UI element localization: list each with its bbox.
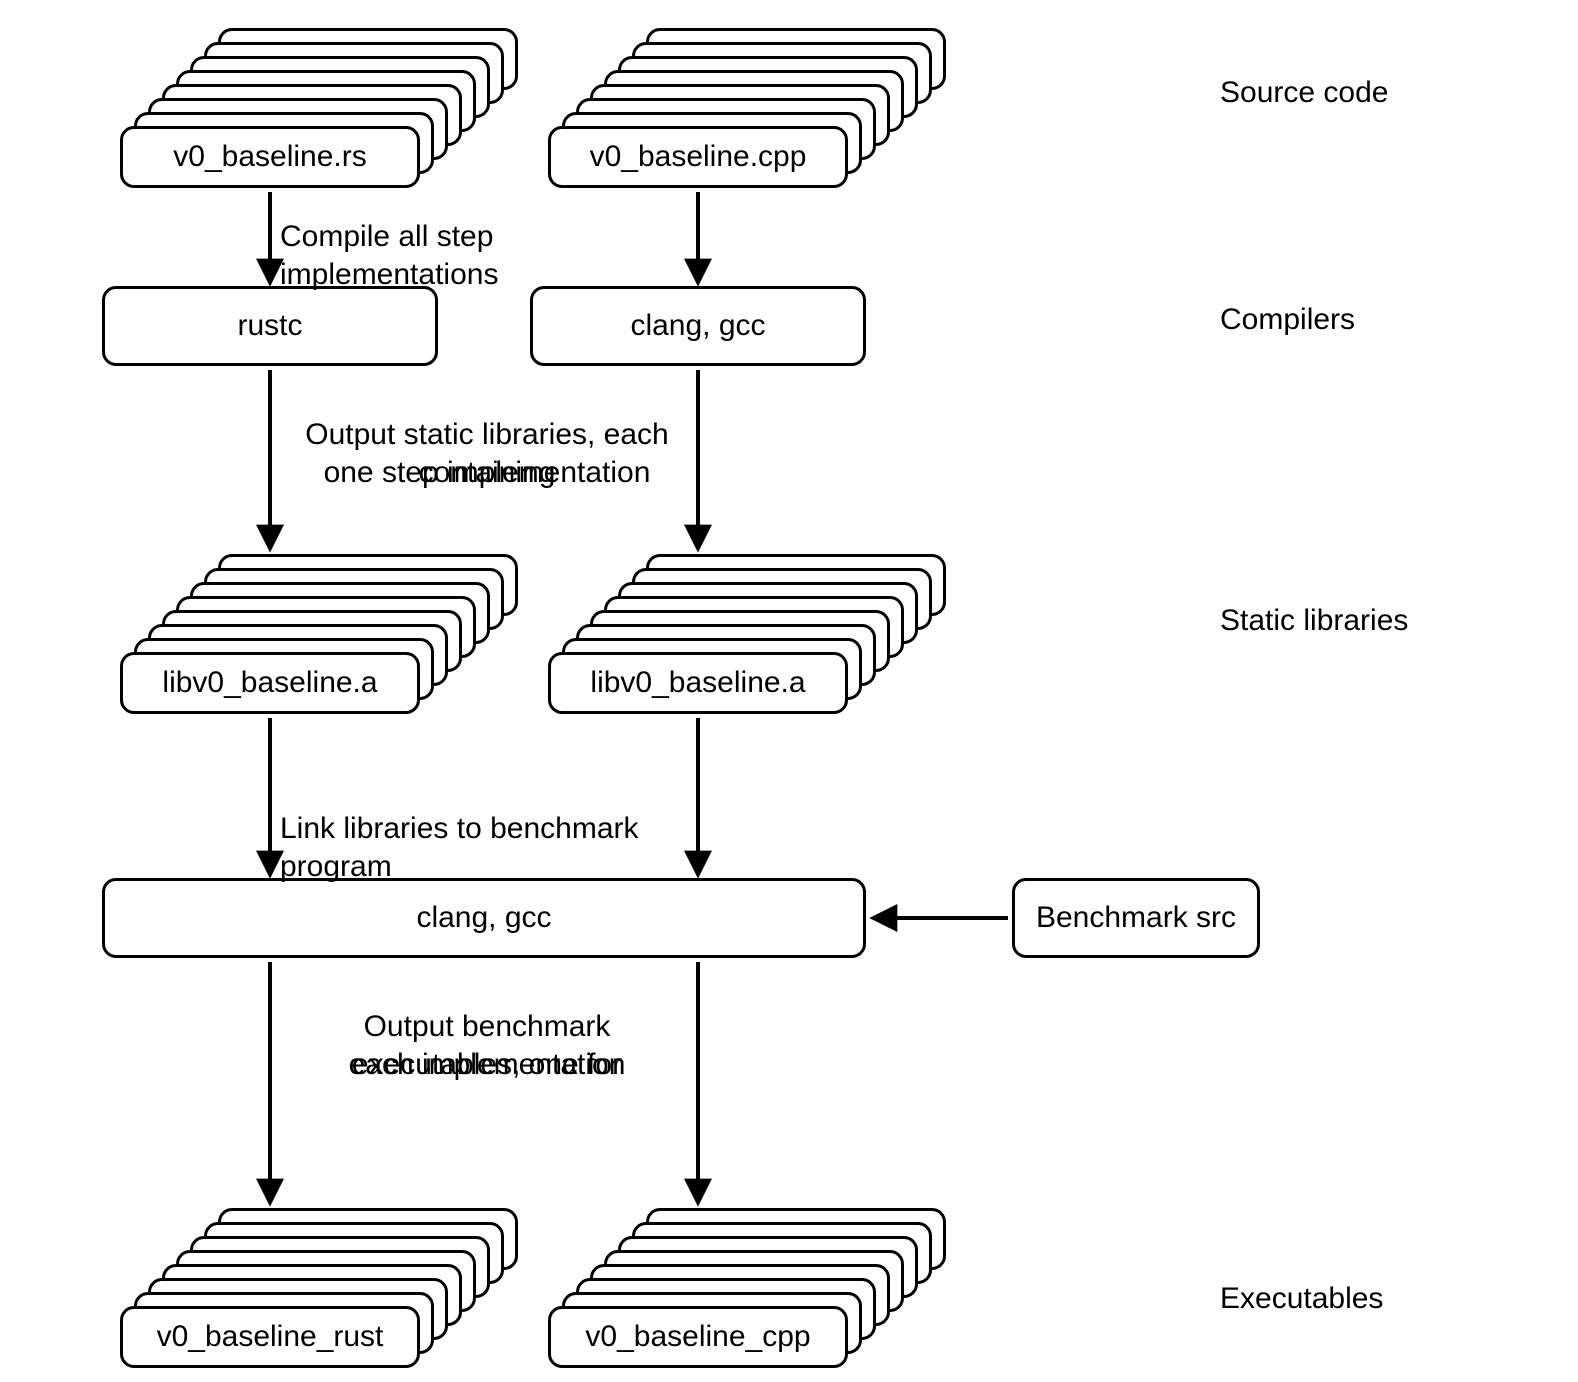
stack-label-lib_cpp: libv0_baseline.a	[590, 666, 805, 700]
row-label-exes: Executables	[1220, 1282, 1383, 1316]
box-bench_src: Benchmark src	[1012, 878, 1260, 958]
row-label-source: Source code	[1220, 76, 1388, 110]
stack-front-src_rs: v0_baseline.rs	[120, 126, 420, 188]
stack-front-lib_rs: libv0_baseline.a	[120, 652, 420, 714]
caption-link: Link libraries to benchmark program	[280, 810, 700, 885]
stack-label-lib_rs: libv0_baseline.a	[162, 666, 377, 700]
stack-label-src_rs: v0_baseline.rs	[173, 140, 366, 174]
caption-static-l2: one step implementation	[282, 454, 692, 492]
box-label-rustc: rustc	[237, 309, 302, 343]
box-clang_gcc: clang, gcc	[530, 286, 866, 366]
stack-front-lib_cpp: libv0_baseline.a	[548, 652, 848, 714]
diagram-stage: v0_baseline.rs v0_baseline.cpp libv0_basel…	[0, 0, 1578, 1382]
stack-front-exe_rs: v0_baseline_rust	[120, 1306, 420, 1368]
box-label-linker: clang, gcc	[416, 901, 551, 935]
caption-compile: Compile all step implementations	[280, 218, 690, 293]
box-label-clang_gcc: clang, gcc	[630, 309, 765, 343]
stack-front-src_cpp: v0_baseline.cpp	[548, 126, 848, 188]
stack-label-exe_rs: v0_baseline_rust	[157, 1320, 384, 1354]
box-label-bench_src: Benchmark src	[1036, 901, 1236, 935]
box-linker: clang, gcc	[102, 878, 866, 958]
box-rustc: rustc	[102, 286, 438, 366]
caption-exe-l2: each implementation	[282, 1046, 692, 1084]
row-label-libs: Static libraries	[1220, 604, 1408, 638]
stack-label-exe_cpp: v0_baseline_cpp	[585, 1320, 810, 1354]
stack-front-exe_cpp: v0_baseline_cpp	[548, 1306, 848, 1368]
row-label-compilers: Compilers	[1220, 303, 1355, 337]
stack-label-src_cpp: v0_baseline.cpp	[590, 140, 807, 174]
